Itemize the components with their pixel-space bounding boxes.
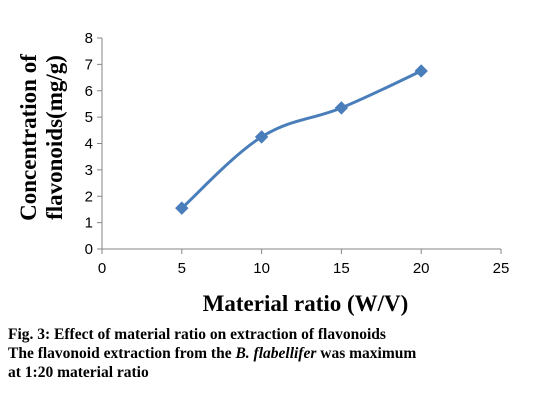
x-tick-label: 10 [253, 260, 270, 277]
figure-note-line-2: at 1:20 material ratio [8, 364, 149, 381]
figure-caption: Fig. 3: Effect of material ratio on extr… [8, 326, 386, 343]
figure-note: The flavonoid extraction from the B. fla… [8, 344, 533, 382]
y-tick-label: 4 [85, 136, 93, 153]
y-axis-title-line-2: flavonoids(mg/g) [42, 55, 67, 220]
y-tick-label: 0 [85, 241, 93, 258]
y-tick-label: 2 [85, 188, 93, 205]
y-axis-ticks: 0 1 2 3 4 5 6 7 8 [85, 30, 102, 258]
x-tick-label: 15 [333, 260, 350, 277]
x-tick-label: 20 [413, 260, 430, 277]
y-tick-label: 6 [85, 83, 93, 100]
data-point [254, 130, 269, 144]
x-tick-label: 25 [493, 260, 510, 277]
y-axis-title-line-1: Concentration of [16, 54, 41, 221]
y-tick-label: 5 [85, 109, 93, 126]
x-axis-ticks: 0 5 10 15 20 25 [98, 249, 510, 277]
figure-note-text-start: The flavonoid extraction from the [8, 345, 236, 362]
figure-note-species: B. flabellifer [235, 345, 317, 362]
data-point [414, 64, 428, 78]
x-axis-title: Material ratio (W/V) [203, 291, 409, 316]
data-point [175, 201, 189, 215]
x-tick-label: 0 [98, 260, 106, 277]
y-tick-label: 8 [85, 30, 93, 47]
x-tick-label: 5 [178, 260, 186, 277]
line-chart: Concentration of flavonoids(mg/g) 0 1 2 3 4 5… [16, 30, 510, 316]
series-markers [175, 64, 428, 215]
data-point [334, 101, 349, 115]
series-line [180, 69, 423, 210]
y-tick-label: 3 [85, 162, 93, 179]
y-tick-label: 7 [85, 56, 93, 73]
figure-note-text-end: was maximum [316, 345, 417, 362]
y-tick-label: 1 [85, 215, 93, 232]
y-axis-title: Concentration of flavonoids(mg/g) [16, 54, 67, 221]
